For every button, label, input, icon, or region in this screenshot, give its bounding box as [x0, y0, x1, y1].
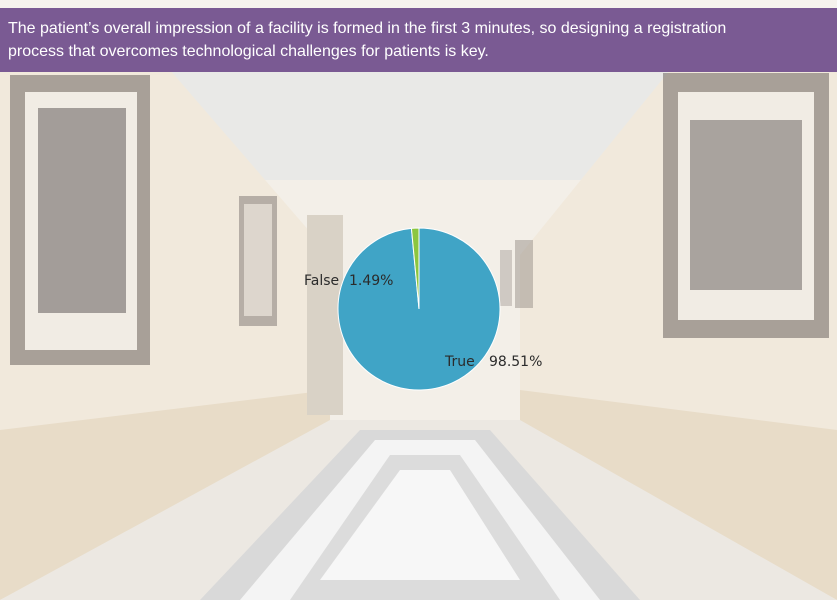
slice-value-true: 98.51% — [489, 354, 542, 370]
banner-text: The patient’s overall impression of a fa… — [8, 20, 727, 60]
slice-value-false: 1.49% — [349, 273, 393, 289]
slice-label-false: False — [304, 273, 339, 289]
pie-slice-false — [410, 227, 420, 310]
banner: The patient’s overall impression of a fa… — [0, 8, 837, 72]
slice-label-true: True — [444, 354, 475, 370]
